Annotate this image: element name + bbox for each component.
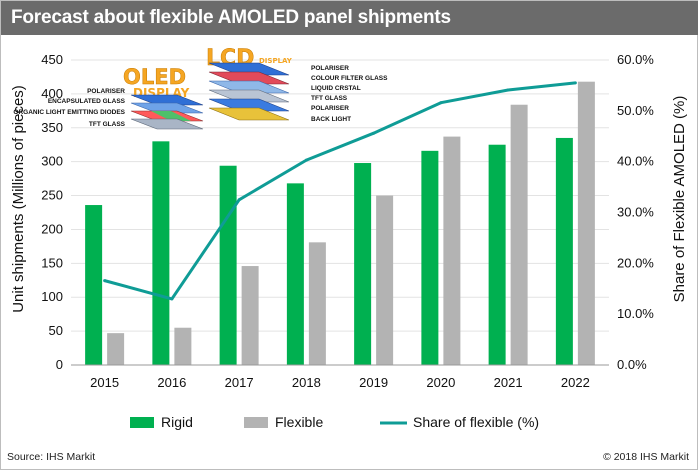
chart-title: Forecast about flexible AMOLED panel shi… xyxy=(1,1,698,35)
oled-layer-diodes-green xyxy=(151,111,191,121)
bar-flexible xyxy=(241,266,259,365)
legend: Rigid Flexible Share of flexible (%) xyxy=(130,414,539,430)
share-point xyxy=(304,158,308,162)
y-axis-title-left: Unit shipments (Millions of pieces) xyxy=(10,85,27,313)
y-tick-label-right: 0.0% xyxy=(617,357,647,372)
oled-label-2: ORGANIC LIGHT EMITTING DIODES xyxy=(13,109,125,116)
chart-canvas: 0 50 100 150 200 250 300 350 400 450 0.0% 10.0% 20.0… xyxy=(10,46,688,430)
share-line xyxy=(103,81,577,301)
share-point xyxy=(506,88,510,92)
axes: 0 50 100 150 200 250 300 350 400 450 0.0% 10.0% 20.0… xyxy=(41,52,654,390)
bar-flexible xyxy=(510,104,528,365)
bar-rigid xyxy=(152,141,170,365)
bar-rigid xyxy=(555,137,573,365)
legend-label-share: Share of flexible (%) xyxy=(413,414,539,430)
bar-rigid xyxy=(219,165,237,365)
bar-rigid xyxy=(354,163,372,365)
x-tick-label: 2017 xyxy=(225,375,254,390)
x-tick-label: 2020 xyxy=(426,375,455,390)
share-point xyxy=(573,81,577,85)
oled-label-3: TFT GLASS xyxy=(89,121,126,128)
share-line-path xyxy=(104,81,576,301)
oled-illustration: OLED DISPLAY POLARISER ENCAPSULATED GLAS… xyxy=(13,65,204,130)
oled-title: OLED xyxy=(123,65,186,89)
x-tick-label: 2015 xyxy=(90,375,119,390)
oled-layer-tft xyxy=(130,118,204,130)
lcd-label-0: POLARISER xyxy=(311,65,349,72)
x-tick-label: 2016 xyxy=(157,375,186,390)
lcd-label-2: LIQUID CRSTAL xyxy=(311,85,361,92)
y-tick-label-left: 150 xyxy=(41,255,63,270)
y-tick-label-left: 200 xyxy=(41,221,63,236)
y-tick-label-right: 10.0% xyxy=(617,306,654,321)
bar-rigid xyxy=(421,150,439,365)
lcd-label-4: POLARISER xyxy=(311,105,349,112)
lcd-label-5: BACK LIGHT xyxy=(311,116,351,123)
y-tick-label-left: 450 xyxy=(41,52,63,67)
lcd-layer-backlight xyxy=(208,107,290,121)
lcd-layer-colour-filter xyxy=(208,71,290,85)
share-point xyxy=(439,101,443,105)
y-tick-label-right: 60.0% xyxy=(617,52,654,67)
display-layers-illustration: OLED DISPLAY POLARISER ENCAPSULATED GLAS… xyxy=(13,46,388,130)
lcd-layer-polariser-top xyxy=(208,62,290,76)
y-tick-label-left: 400 xyxy=(41,86,63,101)
oled-label-0: POLARISER xyxy=(87,88,125,95)
oled-label-1: ENCAPSULATED GLASS xyxy=(48,98,126,105)
legend-label-rigid: Rigid xyxy=(161,414,193,430)
lcd-label-3: TFT GLASS xyxy=(311,95,348,102)
bars xyxy=(85,81,595,365)
legend-label-flexible: Flexible xyxy=(275,414,323,430)
copyright-note: © 2018 IHS Markit xyxy=(603,451,689,463)
y-tick-label-left: 350 xyxy=(41,120,63,135)
lcd-layer-tft xyxy=(208,89,290,103)
y-tick-label-left: 300 xyxy=(41,154,63,169)
share-point xyxy=(372,131,376,135)
x-tick-label: 2018 xyxy=(292,375,321,390)
y-tick-label-left: 100 xyxy=(41,289,63,304)
bar-rigid xyxy=(488,144,506,365)
oled-layer-polariser xyxy=(130,94,204,106)
x-tick-label: 2021 xyxy=(494,375,523,390)
share-point xyxy=(237,198,241,202)
y-tick-label-right: 20.0% xyxy=(617,255,654,270)
bar-flexible xyxy=(376,195,394,365)
bar-flexible xyxy=(308,242,326,365)
y-tick-label-right: 50.0% xyxy=(617,103,654,118)
bar-flexible xyxy=(107,333,125,365)
legend-swatch-rigid xyxy=(130,417,154,428)
legend-swatch-flexible xyxy=(244,417,268,428)
share-point xyxy=(103,279,107,283)
bar-rigid xyxy=(286,183,304,365)
x-tick-label: 2019 xyxy=(359,375,388,390)
share-point xyxy=(170,297,174,301)
y-tick-label-right: 30.0% xyxy=(617,205,654,220)
bar-rigid xyxy=(85,205,103,365)
y-tick-label-left: 50 xyxy=(49,323,63,338)
y-axis-title-right: Share of Flexible AMOLED (%) xyxy=(671,96,688,303)
lcd-subtitle: DISPLAY xyxy=(259,57,293,65)
bar-flexible xyxy=(577,81,595,365)
x-tick-label: 2022 xyxy=(561,375,590,390)
y-tick-label-right: 40.0% xyxy=(617,154,654,169)
oled-layer-glass xyxy=(130,102,204,114)
lcd-layer-liquid-crystal xyxy=(208,80,290,94)
source-note: Source: IHS Markit xyxy=(7,451,96,463)
y-tick-label-left: 0 xyxy=(56,357,63,372)
lcd-layer-polariser-bottom xyxy=(208,98,290,112)
bar-flexible xyxy=(174,327,192,365)
bar-flexible xyxy=(443,136,461,365)
lcd-illustration: LCD DISPLAY POLARISER COLOUR FILTER GLAS… xyxy=(206,46,388,123)
y-tick-label-left: 250 xyxy=(41,188,63,203)
lcd-label-1: COLOUR FILTER GLASS xyxy=(311,75,388,82)
